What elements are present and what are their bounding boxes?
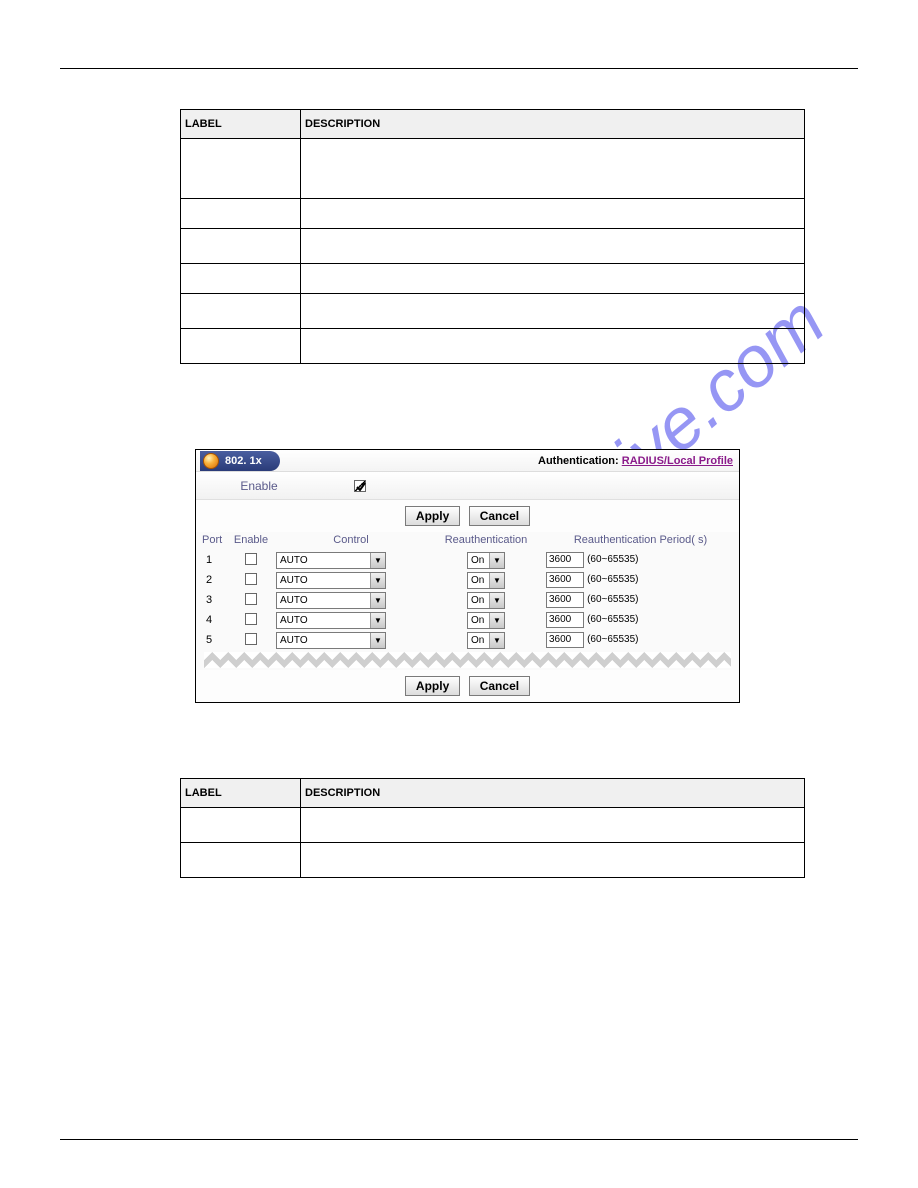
apply-button[interactable]: Apply — [405, 506, 460, 526]
truncation-zigzag — [204, 652, 731, 668]
port-enable-checkbox[interactable] — [245, 633, 257, 645]
hdr-control: Control — [276, 534, 426, 546]
period-input[interactable]: 3600 — [546, 612, 584, 628]
global-enable-row: Enable — [196, 472, 739, 500]
port-num: 4 — [200, 614, 226, 626]
hdr-port: Port — [200, 534, 226, 546]
reauth-select[interactable]: On▼ — [467, 612, 505, 629]
chevron-down-icon: ▼ — [489, 553, 504, 568]
port-enable-checkbox[interactable] — [245, 613, 257, 625]
hdr-period: Reauthentication Period( s) — [546, 534, 735, 546]
apply-button-2[interactable]: Apply — [405, 676, 460, 696]
chevron-down-icon: ▼ — [489, 633, 504, 648]
reauth-select[interactable]: On▼ — [467, 632, 505, 649]
top-rule — [60, 68, 858, 69]
embedded-screenshot: 802. 1x Authentication: RADIUS/Local Pro… — [195, 449, 740, 703]
reauth-select[interactable]: On▼ — [467, 552, 505, 569]
button-row-bottom: Apply Cancel — [196, 670, 739, 702]
port-enable-checkbox[interactable] — [245, 573, 257, 585]
port-num: 5 — [200, 634, 226, 646]
auth-link[interactable]: RADIUS/Local Profile — [622, 455, 733, 467]
port-row: 1 AUTO▼ On▼ 3600 (60~65535) — [196, 550, 739, 570]
reauth-select[interactable]: On▼ — [467, 572, 505, 589]
chevron-down-icon: ▼ — [489, 593, 504, 608]
chevron-down-icon: ▼ — [370, 633, 385, 648]
control-select[interactable]: AUTO▼ — [276, 592, 386, 609]
period-input[interactable]: 3600 — [546, 632, 584, 648]
port-enable-checkbox[interactable] — [245, 553, 257, 565]
auth-label-group: Authentication: RADIUS/Local Profile — [538, 455, 739, 467]
chevron-down-icon: ▼ — [370, 593, 385, 608]
column-headers: Port Enable Control Reauthentication Rea… — [196, 532, 739, 550]
cancel-button-2[interactable]: Cancel — [469, 676, 530, 696]
screenshot-header: 802. 1x Authentication: RADIUS/Local Pro… — [196, 450, 739, 472]
chevron-down-icon: ▼ — [489, 573, 504, 588]
chevron-down-icon: ▼ — [370, 553, 385, 568]
reauth-select[interactable]: On▼ — [467, 592, 505, 609]
port-num: 2 — [200, 574, 226, 586]
button-row-top: Apply Cancel — [196, 500, 739, 532]
bottom-rule — [60, 1139, 858, 1140]
period-range: (60~65535) — [587, 634, 638, 645]
hdr-reauth: Reauthentication — [426, 534, 546, 546]
enable-checkbox[interactable] — [354, 480, 366, 492]
control-select[interactable]: AUTO▼ — [276, 612, 386, 629]
chevron-down-icon: ▼ — [370, 573, 385, 588]
period-input[interactable]: 3600 — [546, 592, 584, 608]
period-range: (60~65535) — [587, 574, 638, 585]
period-input[interactable]: 3600 — [546, 552, 584, 568]
port-num: 3 — [200, 594, 226, 606]
pill-label: 802. 1x — [225, 455, 262, 467]
table-2: LABEL DESCRIPTION — [180, 778, 805, 878]
port-enable-checkbox[interactable] — [245, 593, 257, 605]
port-num: 1 — [200, 554, 226, 566]
control-select[interactable]: AUTO▼ — [276, 632, 386, 649]
table2-hdr-label: LABEL — [181, 779, 301, 808]
period-range: (60~65535) — [587, 554, 638, 565]
port-row: 2 AUTO▼ On▼ 3600 (60~65535) — [196, 570, 739, 590]
orb-icon — [203, 453, 219, 469]
enable-label: Enable — [204, 479, 314, 493]
chevron-down-icon: ▼ — [489, 613, 504, 628]
cancel-button[interactable]: Cancel — [469, 506, 530, 526]
hdr-enable: Enable — [226, 534, 276, 546]
section-pill: 802. 1x — [200, 451, 280, 471]
table2-hdr-desc: DESCRIPTION — [301, 779, 805, 808]
auth-label: Authentication: — [538, 455, 619, 467]
port-row: 4 AUTO▼ On▼ 3600 (60~65535) — [196, 610, 739, 630]
period-range: (60~65535) — [587, 614, 638, 625]
port-row: 3 AUTO▼ On▼ 3600 (60~65535) — [196, 590, 739, 610]
chevron-down-icon: ▼ — [370, 613, 385, 628]
period-range: (60~65535) — [587, 594, 638, 605]
control-select[interactable]: AUTO▼ — [276, 572, 386, 589]
control-select[interactable]: AUTO▼ — [276, 552, 386, 569]
port-row: 5 AUTO▼ On▼ 3600 (60~65535) — [196, 630, 739, 650]
table-1: LABEL DESCRIPTION — [180, 109, 805, 364]
table1-hdr-label: LABEL — [181, 110, 301, 139]
period-input[interactable]: 3600 — [546, 572, 584, 588]
table1-hdr-desc: DESCRIPTION — [301, 110, 805, 139]
